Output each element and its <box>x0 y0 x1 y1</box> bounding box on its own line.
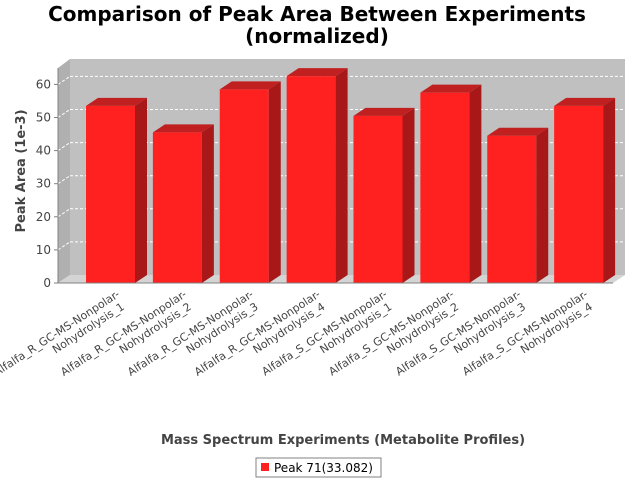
grid-line-side <box>57 208 71 218</box>
bar-side <box>603 97 616 283</box>
bars <box>86 68 616 284</box>
bar-front <box>219 89 269 284</box>
grid-line-side <box>57 75 71 85</box>
bar-top <box>86 97 147 106</box>
bar <box>420 84 482 283</box>
bar <box>286 68 348 283</box>
y-axis-title: Peak Area (1e-3) <box>14 109 29 232</box>
grid-line-side <box>57 142 71 152</box>
bar-top <box>353 107 415 116</box>
bar-front <box>487 135 537 283</box>
legend: Peak 71(33.082) <box>255 457 382 478</box>
bar <box>152 124 214 284</box>
grid-line-side <box>57 241 71 251</box>
bar-front <box>554 105 604 283</box>
bar <box>487 127 549 283</box>
chart-title: Comparison of Peak Area Between Experime… <box>48 2 586 26</box>
y-tick-label: 30 <box>36 177 51 191</box>
bar-front <box>420 92 470 283</box>
legend-swatch <box>261 463 269 471</box>
grid-line-side <box>57 109 71 118</box>
bar-side <box>469 84 482 283</box>
bar-top <box>219 81 281 90</box>
bar-top <box>152 124 214 133</box>
bar-side <box>402 107 415 283</box>
y-tick-label: 60 <box>36 77 51 91</box>
bar-side <box>201 124 214 284</box>
bar-front <box>86 105 135 283</box>
bar-front <box>286 76 336 283</box>
bar-top <box>286 68 348 77</box>
x-axis-title: Mass Spectrum Experiments (Metabolite Pr… <box>161 433 525 448</box>
y-tick-label: 20 <box>36 210 51 224</box>
bar-side <box>135 97 147 283</box>
chart-subtitle: (normalized) <box>245 24 389 48</box>
bar-front <box>353 115 403 283</box>
y-tick-label: 0 <box>43 276 51 290</box>
bar <box>219 81 281 284</box>
bar-side <box>268 81 281 284</box>
bar-top <box>420 84 482 93</box>
bar-front <box>152 132 202 283</box>
bar-top <box>554 97 616 106</box>
bar-side <box>335 68 348 283</box>
y-tick-label: 10 <box>36 243 51 257</box>
bar <box>86 97 147 283</box>
y-tick-label: 40 <box>36 144 51 158</box>
grid-line-side <box>57 175 71 185</box>
y-tick-label: 50 <box>36 111 51 125</box>
legend-label: Peak 71(33.082) <box>274 461 373 475</box>
bar <box>353 107 415 283</box>
y-ticks: 0 10 20 30 40 50 60 <box>36 77 58 290</box>
bar <box>554 97 616 283</box>
bar-side <box>536 127 549 283</box>
x-tick-labels: Alfalfa_R_GC-MS-Nonpolar-Nohydrolysis_1A… <box>0 288 595 379</box>
plot-left-wall <box>58 59 70 283</box>
legend-box <box>255 457 382 478</box>
bar-top <box>487 127 549 136</box>
